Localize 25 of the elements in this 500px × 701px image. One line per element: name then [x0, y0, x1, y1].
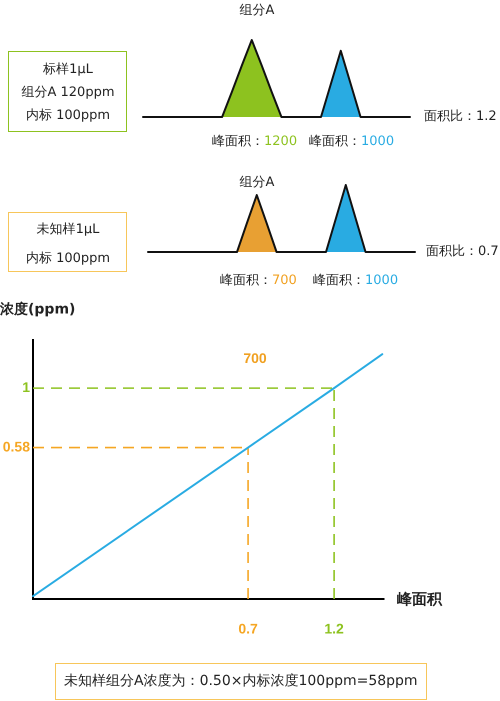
text: 1200 — [264, 134, 298, 149]
text: 1000 — [365, 273, 398, 288]
y-axis-title: 浓度(ppm) — [0, 300, 76, 318]
text: 1000 — [361, 134, 394, 149]
annotation: 组分A — [240, 175, 274, 190]
y-tick-label: 0.58 — [2, 438, 30, 454]
text: 峰面积： — [313, 273, 365, 288]
text: 内标 100ppm — [26, 251, 110, 266]
text: 峰面积： — [212, 134, 264, 149]
x-tick-label: 1.2 — [324, 620, 344, 636]
y-tick-label: 1 — [22, 378, 30, 395]
text: 内标 100ppm — [26, 108, 110, 123]
text: 组分A — [240, 3, 274, 18]
text: 面积比：0.7 — [426, 244, 499, 259]
text: 标样1μL — [43, 62, 93, 77]
annotation: 700 — [243, 350, 267, 366]
text: 组分A 120ppm — [21, 85, 115, 100]
text: 面积比：1.2 — [424, 109, 497, 124]
x-tick-label: 0.7 — [238, 620, 258, 636]
text: 未知样1μL — [36, 222, 100, 237]
text: 未知样组分A浓度为：0.50×内标浓度100ppm=58ppm — [64, 673, 418, 689]
x-axis-title: 峰面积 — [397, 590, 443, 608]
text: 700 — [272, 273, 297, 288]
text: 峰面积： — [220, 273, 272, 288]
text: 峰面积： — [309, 134, 361, 149]
